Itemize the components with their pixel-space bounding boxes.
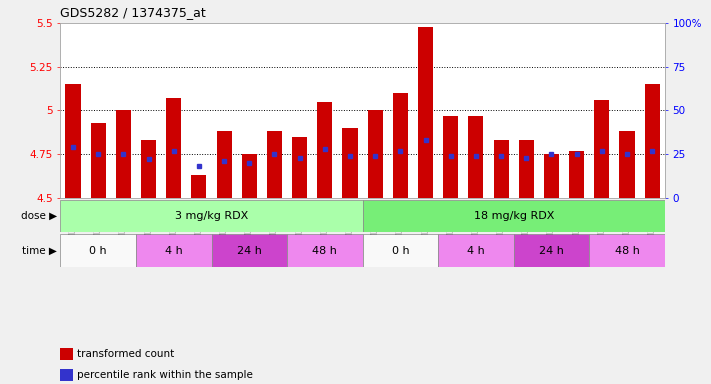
Bar (544, 154, 559, 198)
Bar (619, 131, 635, 198)
Bar (191, 175, 206, 198)
Bar (594, 100, 609, 198)
Bar (418, 26, 433, 198)
Bar (443, 116, 459, 198)
Bar (363, 234, 438, 267)
Bar (343, 128, 358, 198)
Bar (242, 154, 257, 198)
Text: 48 h: 48 h (312, 245, 337, 256)
Text: time ▶: time ▶ (22, 245, 57, 256)
Text: GDS5282 / 1374375_at: GDS5282 / 1374375_at (60, 6, 206, 19)
Bar (493, 140, 508, 198)
Bar (60, 200, 363, 232)
Bar (91, 122, 106, 198)
Bar (438, 234, 514, 267)
Text: 4 h: 4 h (165, 245, 183, 256)
Bar (519, 140, 534, 198)
Text: percentile rank within the sample: percentile rank within the sample (77, 370, 253, 380)
Text: dose ▶: dose ▶ (21, 211, 57, 221)
Text: 48 h: 48 h (614, 245, 639, 256)
Text: 18 mg/kg RDX: 18 mg/kg RDX (474, 211, 554, 221)
Bar (645, 84, 660, 198)
Bar (292, 137, 307, 198)
Bar (141, 140, 156, 198)
Text: 24 h: 24 h (237, 245, 262, 256)
Bar (393, 93, 408, 198)
Bar (368, 111, 383, 198)
Bar (60, 234, 136, 267)
Text: 3 mg/kg RDX: 3 mg/kg RDX (175, 211, 248, 221)
Text: 24 h: 24 h (539, 245, 564, 256)
Bar (569, 151, 584, 198)
Text: 0 h: 0 h (392, 245, 410, 256)
Bar (287, 234, 363, 267)
Bar (136, 234, 212, 267)
Bar (65, 84, 80, 198)
Bar (217, 131, 232, 198)
Bar (116, 111, 131, 198)
Text: 4 h: 4 h (467, 245, 485, 256)
Bar (317, 102, 333, 198)
Bar (469, 116, 483, 198)
Bar (212, 234, 287, 267)
Bar (166, 98, 181, 198)
Bar (267, 131, 282, 198)
Bar (589, 234, 665, 267)
Text: 0 h: 0 h (90, 245, 107, 256)
Bar (514, 234, 589, 267)
Bar (363, 200, 665, 232)
Text: transformed count: transformed count (77, 349, 175, 359)
